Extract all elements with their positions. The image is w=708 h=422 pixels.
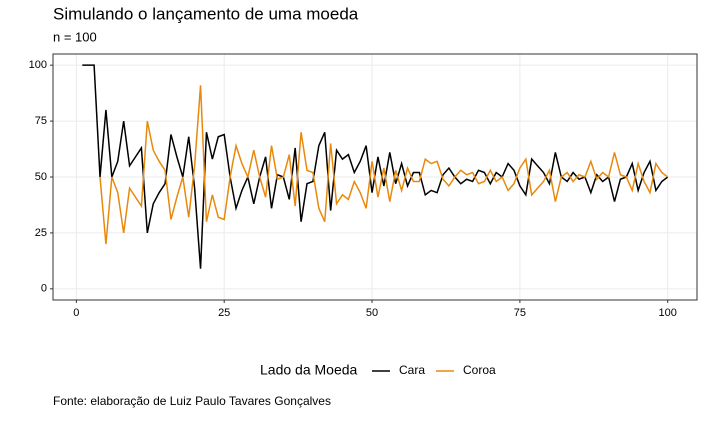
legend-title: Lado da Moeda	[260, 362, 358, 378]
x-tick-label: 0	[73, 307, 79, 319]
y-tick-label: 75	[35, 115, 47, 127]
y-tick-label: 50	[35, 171, 47, 183]
chart-subtitle: n = 100	[53, 29, 97, 44]
x-tick-label: 50	[366, 307, 378, 319]
y-tick-label: 0	[41, 283, 47, 295]
chart-title: Simulando o lançamento de uma moeda	[53, 4, 359, 23]
legend-label: Cara	[399, 363, 425, 377]
x-tick-label: 25	[218, 307, 230, 319]
caption: Fonte: elaboração de Luiz Paulo Tavares …	[53, 394, 331, 408]
y-tick-label: 100	[29, 59, 47, 71]
series-line	[82, 64, 669, 269]
legend-label: Coroa	[463, 363, 496, 377]
x-tick-label: 75	[514, 307, 526, 319]
series-line	[99, 85, 669, 245]
plot-border	[52, 53, 698, 301]
x-tick-label: 100	[659, 307, 677, 319]
y-tick-label: 25	[35, 227, 47, 239]
